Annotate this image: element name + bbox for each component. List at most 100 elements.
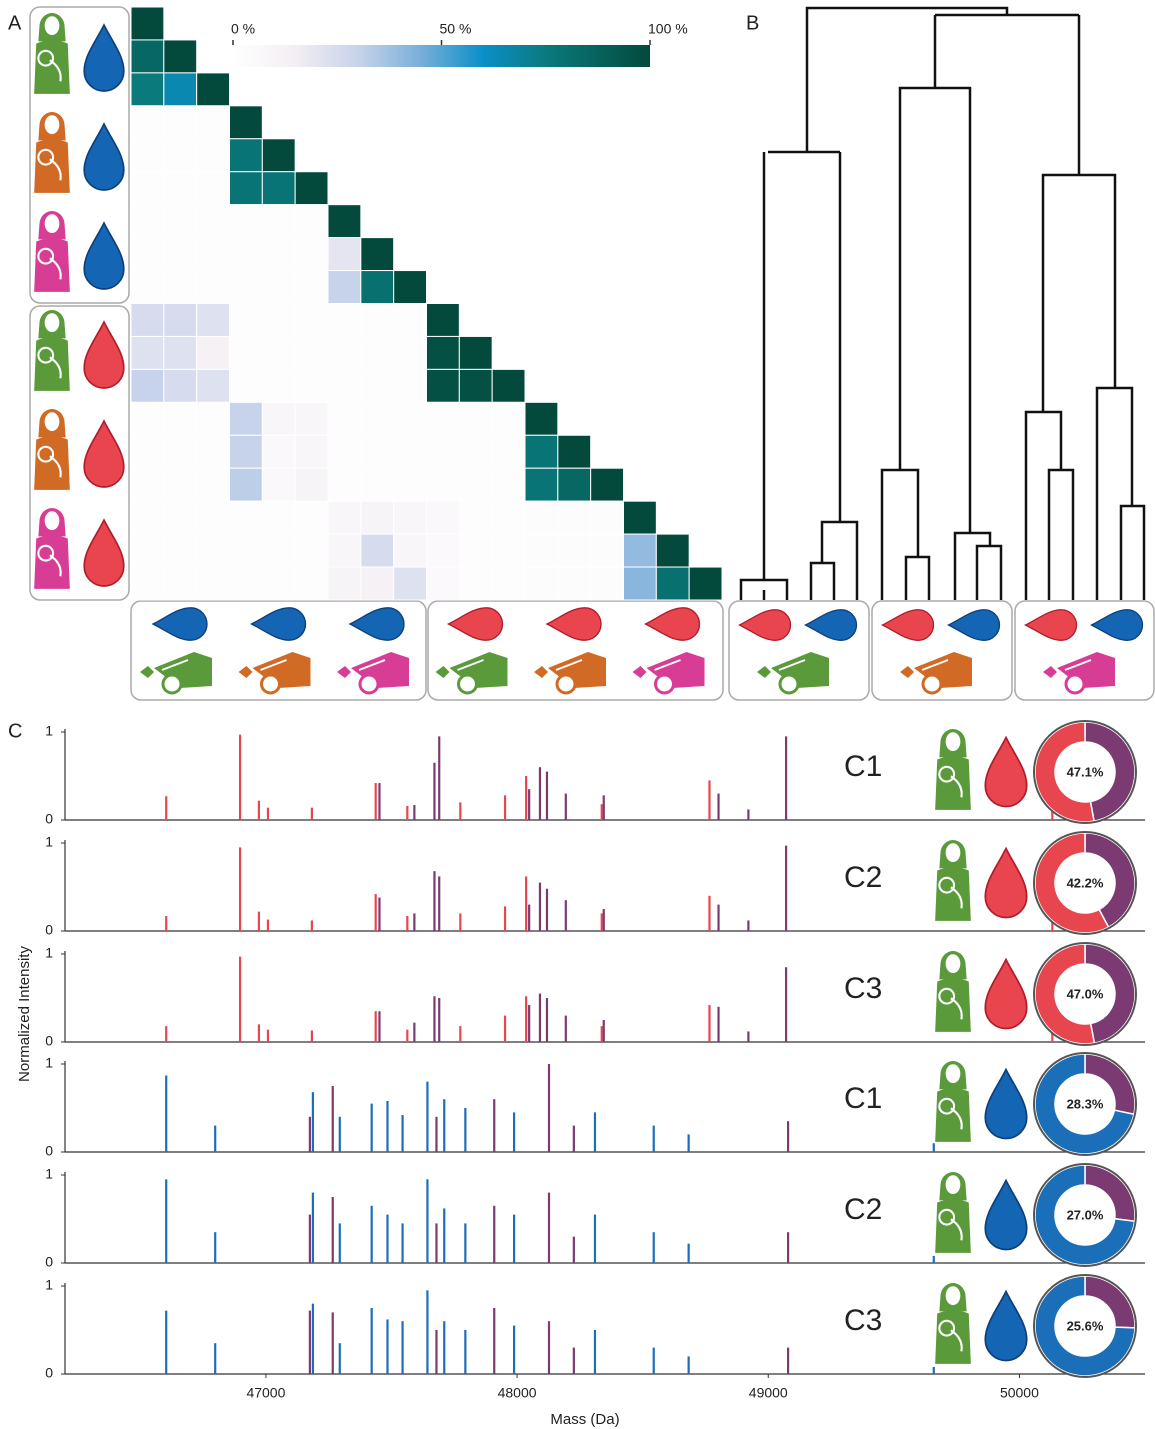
colorbar-tick-label: 100 % — [648, 21, 688, 37]
heatmap-cell — [492, 567, 525, 600]
mother-icon — [935, 1283, 971, 1364]
panel-label: A — [8, 12, 22, 34]
heatmap-cell — [295, 304, 328, 337]
mother-icon — [34, 112, 70, 193]
heatmap-cell — [427, 304, 460, 337]
heatmap-cell — [394, 271, 427, 304]
heatmap-cell — [262, 534, 295, 567]
heatmap-cell — [295, 567, 328, 600]
heatmap-cell — [164, 369, 197, 402]
donut-label: 25.6% — [1067, 1318, 1104, 1333]
drop-icon — [84, 124, 124, 190]
heatmap-cell — [230, 369, 263, 402]
x-tick-label: 49000 — [749, 1385, 788, 1401]
mother-face — [946, 843, 961, 862]
heatmap-cell — [131, 7, 164, 40]
drop-shape — [985, 849, 1026, 918]
heatmap-cell — [459, 501, 492, 534]
mother-face — [946, 954, 961, 973]
heatmap-cell — [328, 435, 361, 468]
baby-icon — [239, 652, 311, 693]
mother-face — [45, 511, 60, 530]
y-tick-label: 0 — [45, 811, 53, 827]
baby-icon — [337, 652, 409, 693]
mother-icon — [935, 1172, 971, 1253]
baby-icon — [436, 652, 508, 693]
heatmap-cell — [492, 435, 525, 468]
baby-hand — [534, 666, 548, 678]
heatmap-cell — [394, 534, 427, 567]
heatmap-cell — [558, 501, 591, 534]
heatmap-cell — [131, 369, 164, 402]
y-tick-label: 0 — [45, 1033, 53, 1049]
heatmap-cell — [230, 501, 263, 534]
heatmap-cell — [131, 238, 164, 271]
drop-shape — [985, 1181, 1026, 1250]
drop-shape — [985, 960, 1026, 1029]
baby-hand — [140, 666, 154, 678]
heatmap-cell — [230, 205, 263, 238]
heatmap-cell — [131, 73, 164, 106]
heatmap-cell — [295, 468, 328, 501]
drop-icon — [84, 25, 124, 91]
heatmap-cell — [394, 468, 427, 501]
baby-head — [939, 989, 954, 1004]
drop-shape — [449, 608, 503, 640]
heatmap-cell — [427, 468, 460, 501]
heatmap-cell — [427, 435, 460, 468]
heatmap-cell — [558, 468, 591, 501]
drop-shape — [1026, 610, 1077, 641]
heatmap-cell — [262, 172, 295, 205]
mother-face — [45, 16, 60, 35]
heatmap-cell — [427, 567, 460, 600]
heatmap-cell — [262, 402, 295, 435]
heatmap-cell — [525, 567, 558, 600]
heatmap-cell — [459, 534, 492, 567]
heatmap-cell — [459, 336, 492, 369]
heatmap-cell — [427, 534, 460, 567]
heatmap-cell — [197, 567, 230, 600]
heatmap-cell — [361, 336, 394, 369]
heatmap-cell — [295, 205, 328, 238]
heatmap-cell — [197, 304, 230, 337]
heatmap-cell — [230, 271, 263, 304]
mother-body — [935, 867, 971, 921]
mother-body — [935, 1199, 971, 1253]
heatmap-cell — [164, 271, 197, 304]
heatmap-cell — [131, 271, 164, 304]
mother-body — [935, 756, 971, 810]
heatmap-cell — [230, 336, 263, 369]
drop-shape — [252, 608, 306, 640]
heatmap-cell — [328, 304, 361, 337]
heatmap-cell — [656, 534, 689, 567]
heatmap-cell — [328, 468, 361, 501]
heatmap-cell — [328, 271, 361, 304]
heatmap-cell — [197, 501, 230, 534]
drop-shape — [84, 322, 124, 388]
heatmap-cell — [394, 369, 427, 402]
mother-body — [935, 1310, 971, 1364]
drop-shape — [153, 608, 207, 640]
heatmap-cell — [164, 172, 197, 205]
mother-face — [45, 412, 60, 431]
mother-body — [935, 1088, 971, 1142]
heatmap-cell — [427, 402, 460, 435]
heatmap-cell — [131, 106, 164, 139]
x-axis-label: Mass (Da) — [550, 1411, 619, 1428]
y-tick-label: 1 — [45, 1166, 53, 1182]
heatmap-cell — [328, 369, 361, 402]
drop-icon — [985, 1181, 1026, 1250]
heatmap-cell — [459, 567, 492, 600]
heatmap-cell — [164, 40, 197, 73]
mother-body — [935, 978, 971, 1032]
heatmap-cell — [197, 468, 230, 501]
heatmap-cell — [230, 238, 263, 271]
heatmap-cell — [197, 402, 230, 435]
heatmap-cell — [230, 172, 263, 205]
heatmap-cell — [558, 435, 591, 468]
heatmap-cell — [164, 402, 197, 435]
baby-head — [163, 675, 181, 693]
heatmap-cell — [164, 238, 197, 271]
heatmap-cell — [164, 304, 197, 337]
heatmap-cell — [459, 369, 492, 402]
